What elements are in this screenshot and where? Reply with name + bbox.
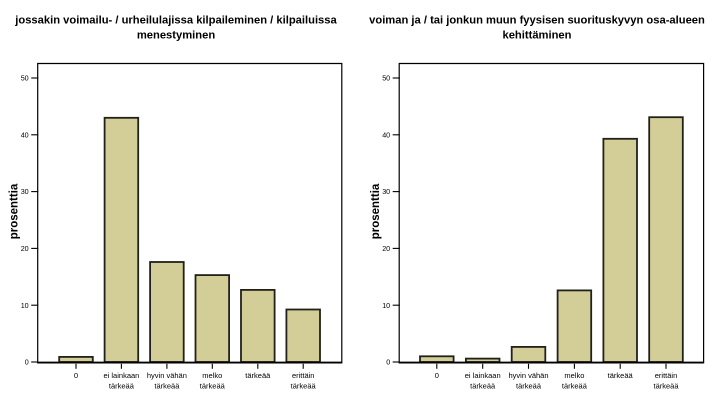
svg-text:50: 50	[382, 74, 390, 83]
svg-text:30: 30	[21, 187, 29, 196]
svg-text:melko: melko	[202, 371, 222, 380]
svg-text:0: 0	[74, 371, 78, 380]
svg-text:30: 30	[382, 187, 390, 196]
svg-text:menestyminen: menestyminen	[137, 29, 216, 41]
svg-text:tärkeää: tärkeää	[516, 382, 542, 391]
svg-text:tärkeää: tärkeää	[200, 382, 226, 391]
svg-text:hyvin vähän: hyvin vähän	[508, 371, 548, 380]
svg-text:erittäin: erittäin	[655, 371, 678, 380]
svg-text:prosenttia: prosenttia	[9, 183, 21, 239]
svg-text:jossakin voimailu- / urheilula: jossakin voimailu- / urheilulajissa kilp…	[14, 14, 337, 26]
svg-text:ei lainkaan: ei lainkaan	[465, 371, 501, 380]
svg-text:tärkeää: tärkeää	[245, 371, 271, 380]
svg-text:0: 0	[435, 371, 439, 380]
svg-text:erittäin: erittäin	[292, 371, 315, 380]
svg-text:tärkeää: tärkeää	[562, 382, 588, 391]
svg-text:0: 0	[386, 358, 390, 367]
svg-text:20: 20	[382, 244, 390, 253]
svg-text:40: 40	[382, 130, 390, 139]
svg-text:ei lainkaan: ei lainkaan	[103, 371, 139, 380]
svg-text:tärkeää: tärkeää	[291, 382, 317, 391]
svg-text:melko: melko	[564, 371, 584, 380]
svg-text:20: 20	[21, 244, 29, 253]
svg-text:hyvin vähän: hyvin vähän	[147, 371, 187, 380]
svg-text:tärkeää: tärkeää	[653, 382, 679, 391]
svg-text:0: 0	[25, 358, 29, 367]
svg-text:10: 10	[21, 301, 29, 310]
svg-text:tärkeää: tärkeää	[154, 382, 180, 391]
svg-text:tärkeää: tärkeää	[470, 382, 496, 391]
svg-text:40: 40	[21, 130, 29, 139]
svg-text:tärkeää: tärkeää	[608, 371, 634, 380]
svg-text:kehittäminen: kehittäminen	[502, 29, 571, 41]
svg-text:voiman ja / tai jonkun muun fy: voiman ja / tai jonkun muun fyysisen suo…	[369, 14, 705, 26]
svg-text:10: 10	[382, 301, 390, 310]
svg-text:prosenttia: prosenttia	[370, 183, 382, 239]
svg-text:tärkeää: tärkeää	[109, 382, 135, 391]
svg-text:50: 50	[21, 74, 29, 83]
